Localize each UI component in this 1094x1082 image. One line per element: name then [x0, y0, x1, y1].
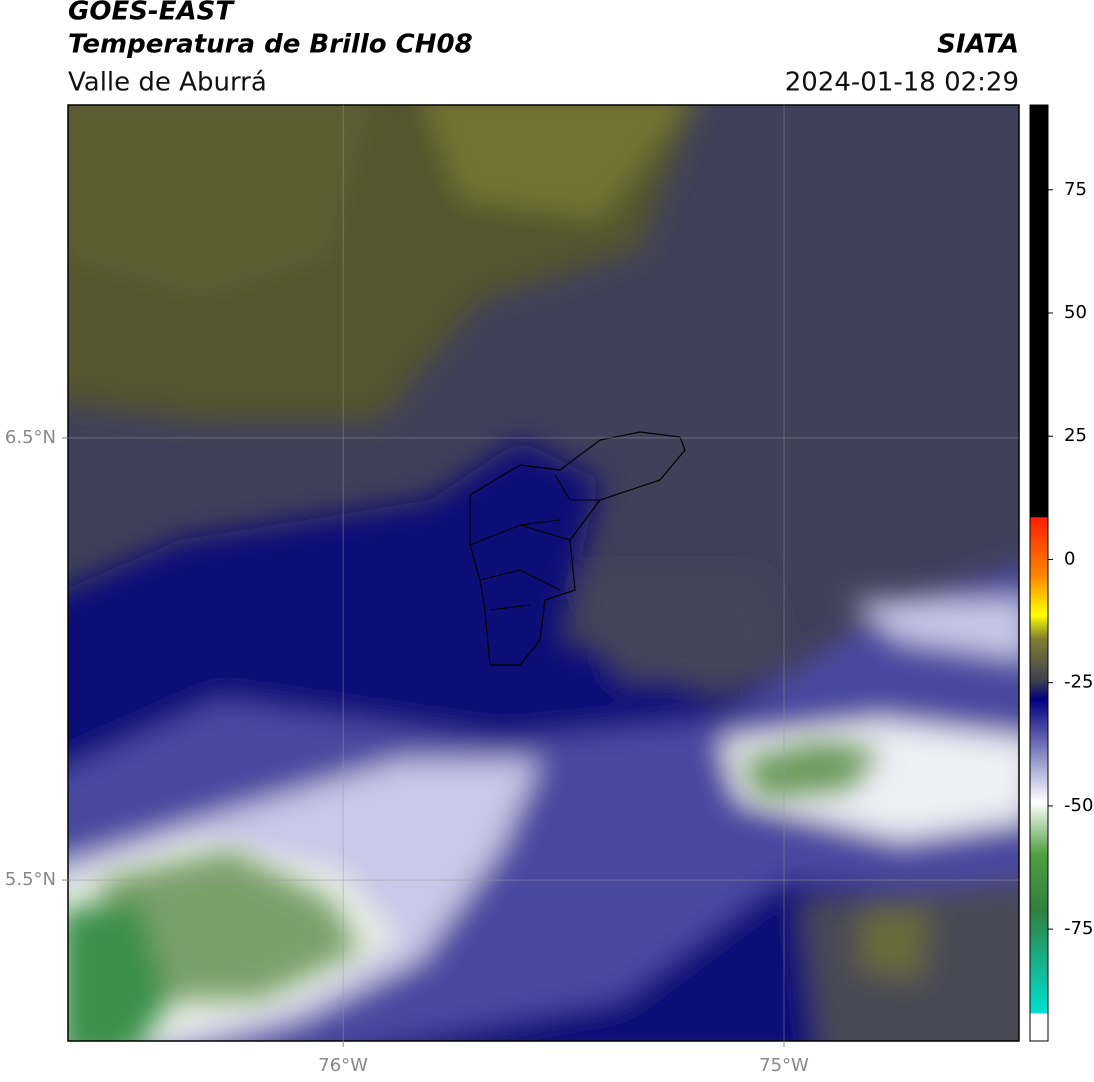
- colorbar-tick-label: 75: [1064, 179, 1087, 200]
- lat-tick-label: 5.5°N: [5, 869, 56, 890]
- title: GOES-EAST: [68, 0, 235, 27]
- lon-tick-label: 76°W: [318, 1055, 368, 1076]
- source: SIATA: [937, 30, 1019, 60]
- colorbar-ticks: 75 50 25 0 -25 -50 -75: [1048, 179, 1093, 939]
- colorbar-tick-label: -50: [1064, 795, 1093, 816]
- map-field: [68, 105, 1019, 1041]
- graticule: 76°W 75°W 6.5°N 5.5°N: [5, 105, 1019, 1076]
- datetime: 2024-01-18 02:29: [785, 68, 1019, 98]
- colorbar-tick-label: 50: [1064, 302, 1087, 323]
- subtitle: Temperatura de Brillo CH08: [68, 30, 473, 60]
- colorbar-tick-label: 25: [1064, 425, 1087, 446]
- colorbar: [1029, 104, 1049, 1042]
- region: Valle de Aburrá: [68, 68, 267, 98]
- map-frame: [67, 104, 1020, 1042]
- colorbar-tick-label: -25: [1064, 672, 1093, 693]
- colorbar-tick-label: -75: [1064, 918, 1093, 939]
- lat-tick-label: 6.5°N: [5, 427, 56, 448]
- lon-tick-label: 75°W: [759, 1055, 809, 1076]
- colorbar-tick-label: 0: [1064, 548, 1075, 569]
